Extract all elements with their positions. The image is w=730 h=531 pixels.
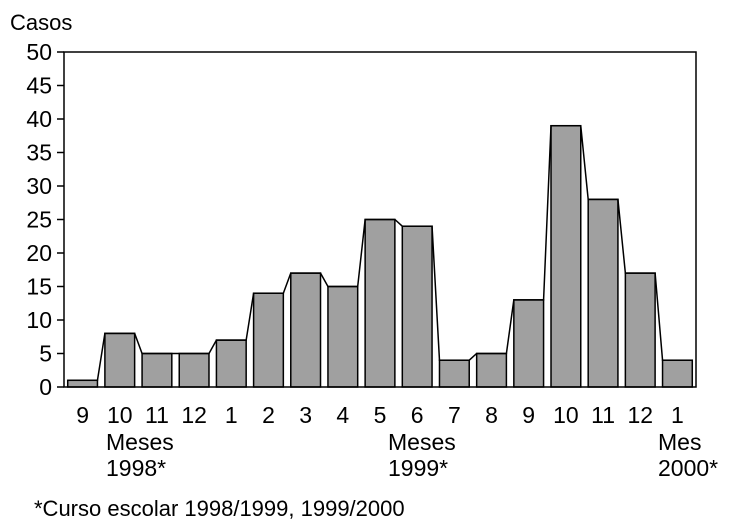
x-axis: 9 10 11 12 1 2 3 4 5 6 7 8 9 10 11 12 1 [76, 402, 684, 428]
y-tick-label: 0 [39, 374, 52, 400]
x-tick-label: 5 [374, 402, 387, 428]
x-tick-label: 3 [299, 402, 312, 428]
bar [327, 285, 359, 388]
x-tick-label: 10 [107, 402, 133, 428]
x-tick-label: 7 [448, 402, 461, 428]
y-tick-label: 10 [26, 307, 52, 333]
bar [550, 124, 582, 388]
bar [364, 218, 396, 388]
x-tick-label: 12 [181, 402, 207, 428]
x-tick-label: 9 [522, 402, 535, 428]
group-1-line1: Meses [106, 429, 174, 455]
y-tick-label: 5 [39, 341, 52, 367]
group-1-line2: 1998* [106, 455, 166, 481]
y-axis-label: Casos [10, 10, 72, 35]
bar [215, 339, 247, 388]
bar-outline [67, 124, 693, 382]
bar [252, 292, 285, 388]
bar [104, 332, 136, 388]
y-axis: 0 5 10 15 20 25 30 35 40 45 50 [26, 39, 64, 400]
y-tick-label: 35 [26, 140, 52, 166]
bar [66, 379, 99, 388]
x-tick-label: 1 [225, 402, 238, 428]
bar [513, 299, 545, 388]
bar [401, 225, 433, 388]
bars [66, 124, 694, 388]
x-tick-label: 10 [553, 402, 579, 428]
bar [475, 352, 508, 388]
group-2-line1: Meses [388, 429, 456, 455]
footnote: *Curso escolar 1998/1999, 1999/2000 [34, 496, 405, 521]
x-tick-label: 6 [411, 402, 424, 428]
group-3-line1: Mes [658, 429, 701, 455]
x-tick-label: 12 [627, 402, 653, 428]
y-tick-label: 15 [26, 274, 52, 300]
x-tick-label: 8 [485, 402, 498, 428]
bar [290, 272, 322, 388]
y-tick-label: 50 [26, 39, 52, 65]
y-tick-label: 20 [26, 240, 52, 266]
y-tick-label: 25 [26, 207, 52, 233]
bar [587, 198, 619, 388]
y-tick-label: 45 [26, 73, 52, 99]
x-tick-label: 1 [671, 402, 684, 428]
group-3-line2: 2000* [658, 455, 718, 481]
bar [624, 272, 656, 388]
group-2-line2: 1999* [388, 455, 448, 481]
plot-frame [63, 51, 697, 388]
y-tick-label: 30 [26, 173, 52, 199]
x-tick-label: 4 [336, 402, 349, 428]
bar [178, 352, 210, 388]
x-tick-label: 11 [591, 402, 615, 428]
x-tick-label: 2 [262, 402, 275, 428]
bar [438, 359, 470, 388]
bar [141, 352, 173, 388]
x-tick-label: 9 [76, 402, 89, 428]
x-tick-label: 11 [145, 402, 169, 428]
y-tick-label: 40 [26, 106, 52, 132]
bar [661, 359, 694, 388]
